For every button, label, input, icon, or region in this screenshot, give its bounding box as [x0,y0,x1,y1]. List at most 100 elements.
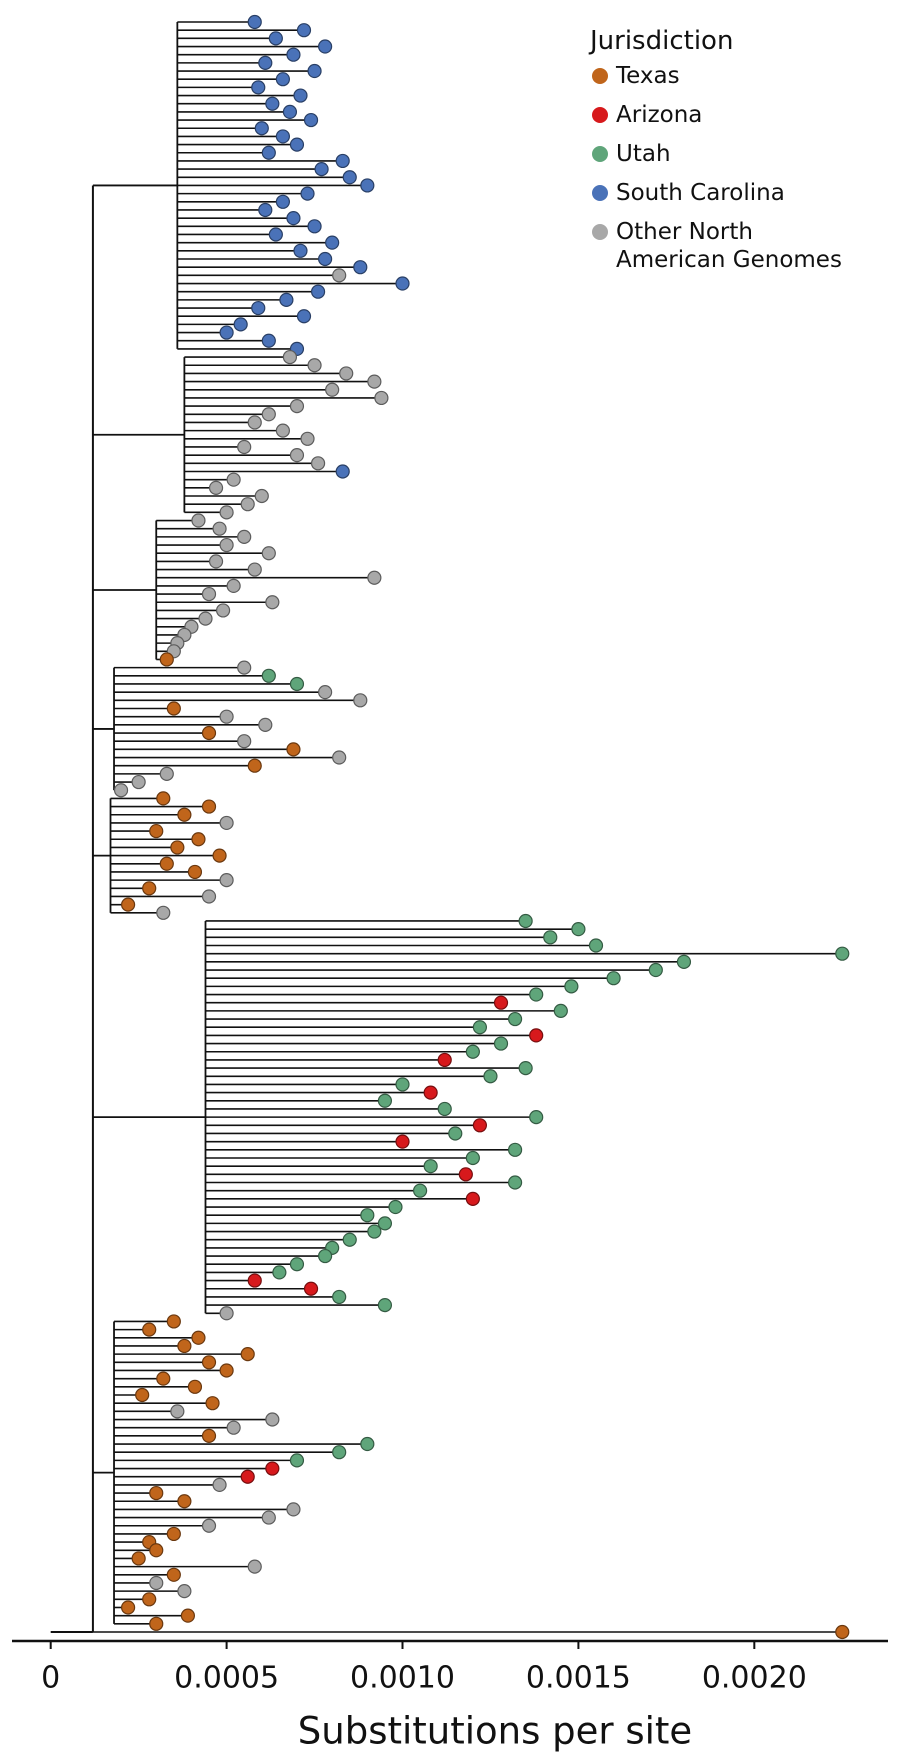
legend: Jurisdiction Texas Arizona Utah South Carol… [590,26,880,285]
tip [360,1436,375,1452]
tip [247,1559,262,1574]
tip [275,194,290,209]
x-tick-label: 0.0005 [174,1661,279,1696]
tip [265,1412,280,1427]
tip [215,603,231,618]
tip [289,1257,305,1272]
tip [247,562,262,577]
tip [342,1232,357,1247]
tip [377,1297,393,1313]
legend-item: South Carolina [590,179,880,207]
tip [226,472,241,487]
tip [219,1306,234,1321]
legend-swatch [592,185,608,201]
tip [272,1265,287,1280]
tip [258,202,273,218]
tip [289,1453,305,1468]
tip [286,1502,301,1517]
tip [483,1069,498,1084]
tips [113,14,850,1640]
tip [113,783,129,798]
tip [458,1167,473,1182]
tip [212,1477,227,1492]
tip [177,807,192,822]
tip [518,1060,533,1076]
tip [187,864,203,880]
tip [261,546,276,561]
tip [120,897,136,912]
tip [318,39,333,54]
tip [289,676,305,692]
tip [310,284,326,299]
tip [149,823,164,839]
tip [166,1526,181,1542]
branches [50,21,843,1633]
tip [332,1445,347,1460]
tip [233,317,248,332]
tip [201,889,217,904]
tip [219,709,234,724]
tip [286,211,301,226]
tip [332,750,347,765]
legend-swatch [592,146,608,162]
tip [493,995,509,1010]
tip [261,333,276,348]
tip [237,660,252,675]
tip [247,1273,262,1288]
tip [282,349,298,365]
tip [300,186,315,201]
tip [180,1608,196,1623]
tip [318,685,333,700]
legend-label: Texas [616,63,680,89]
tip [149,1575,164,1591]
tip [149,1485,164,1501]
tip [342,170,357,185]
tip [448,1126,463,1141]
tip [465,1044,480,1059]
tip [142,1592,157,1607]
tip [166,701,181,716]
tip [258,55,273,70]
tip [261,1510,276,1525]
tip [437,1101,452,1117]
tip [131,1551,146,1566]
tip [240,497,255,512]
legend-item: Texas [590,62,880,90]
tip [353,260,368,275]
tip [564,979,579,994]
tip [835,946,850,961]
tip [507,1011,523,1027]
tip [835,1624,850,1640]
tip [395,276,410,291]
tip [251,80,266,95]
tip [226,1420,241,1435]
tip [553,1003,568,1018]
tip [247,14,262,30]
tip [201,725,217,741]
x-tick-label: 0 [41,1661,60,1696]
tip [325,235,340,250]
tip [212,521,227,536]
tip [142,1322,157,1337]
tip [208,554,224,569]
tip [275,129,290,144]
tip [472,1020,488,1035]
tip [507,1175,523,1190]
tip [201,1355,217,1370]
tip [543,930,558,945]
legend-swatch [592,68,608,84]
tip [296,309,312,324]
tip [159,766,174,781]
tip [303,1281,319,1296]
tip [339,366,354,381]
tip [296,23,312,38]
tip [149,1616,164,1631]
tip [588,938,604,953]
tip [254,121,269,136]
tip [265,1461,280,1476]
tip [360,1208,375,1223]
tip [208,480,224,495]
tip [240,1469,255,1484]
tip [237,734,252,749]
